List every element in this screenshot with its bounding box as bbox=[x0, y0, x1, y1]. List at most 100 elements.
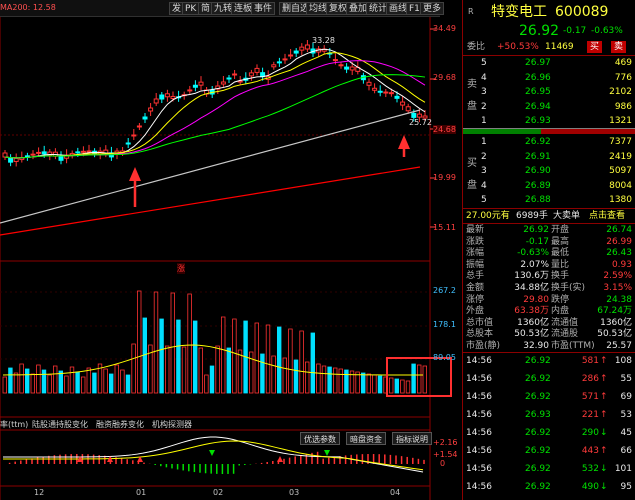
optimal-params-button[interactable]: 优选参数 bbox=[300, 432, 340, 445]
volume-bar bbox=[92, 372, 97, 394]
stat-value: 29.80 bbox=[523, 294, 549, 305]
volume-bar bbox=[41, 369, 47, 394]
price-axis-label: 15.11 bbox=[433, 223, 456, 232]
volume-bar bbox=[170, 292, 175, 394]
big-order-view-link[interactable]: 点击查看 bbox=[589, 211, 626, 221]
candle bbox=[159, 94, 165, 100]
candle bbox=[131, 134, 137, 137]
buy-signal-icon bbox=[137, 456, 143, 462]
ask-row[interactable]: 3 26.95 2102 bbox=[463, 85, 635, 99]
macd-axis-label: +2.16 bbox=[433, 438, 458, 447]
tick-time: 14:56 bbox=[466, 464, 492, 474]
chart-grid bbox=[0, 17, 436, 500]
toolbar-button-more[interactable]: 更多 bbox=[420, 2, 445, 15]
candle bbox=[416, 113, 422, 118]
bid-row[interactable]: 1 26.92 7377 bbox=[463, 135, 635, 149]
tick-row: 14:56 26.92 490 ↓ 95 bbox=[463, 480, 635, 494]
stat-value: 3.15% bbox=[603, 283, 632, 293]
ask-row[interactable]: 2 26.94 986 bbox=[463, 100, 635, 114]
quote-stat-row: 涨跌 -0.17 最高 26.99 bbox=[463, 236, 635, 248]
bid-level: 5 bbox=[481, 195, 487, 205]
tick-volume: 532 bbox=[581, 464, 599, 474]
bid-volume: 5097 bbox=[609, 166, 632, 176]
candle bbox=[349, 66, 355, 71]
volume-bar bbox=[405, 380, 411, 394]
stat-label: 市盈(静) bbox=[466, 341, 501, 351]
tick-extra: 95 bbox=[620, 482, 632, 492]
bid-row[interactable]: 5 26.88 1380 bbox=[463, 193, 635, 207]
tick-time: 14:56 bbox=[466, 482, 492, 492]
bid-row[interactable]: 2 26.91 2419 bbox=[463, 150, 635, 164]
price-row: 26.92 -0.17 -0.63% bbox=[463, 22, 635, 40]
volume-bar bbox=[265, 324, 271, 394]
volume-bar bbox=[148, 344, 153, 394]
buy-pressure-bar bbox=[541, 129, 635, 134]
bid-row[interactable]: 3 26.90 5097 bbox=[463, 164, 635, 178]
volume-bar bbox=[394, 378, 399, 394]
bid-price: 26.92 bbox=[525, 137, 551, 147]
volume-bar bbox=[400, 379, 405, 394]
tick-extra: 101 bbox=[614, 464, 632, 474]
volume-bar bbox=[69, 366, 75, 394]
indicator-help-button[interactable]: 指标说明 bbox=[392, 432, 432, 445]
toolbar-button-event[interactable]: 事件 bbox=[251, 2, 276, 15]
stat-value: -0.63% bbox=[517, 248, 549, 259]
candle bbox=[47, 151, 53, 156]
tab-pe-ttm[interactable]: 率(ttm) bbox=[0, 420, 29, 429]
ask-price: 26.95 bbox=[525, 87, 551, 97]
tick-price: 26.92 bbox=[525, 446, 551, 456]
divider bbox=[463, 55, 635, 56]
big-order-row[interactable]: 27.00元有 6989手 大卖单 点击查看 bbox=[463, 209, 635, 223]
ask-row[interactable]: 4 26.96 776 bbox=[463, 71, 635, 85]
tick-extra: 53 bbox=[620, 410, 632, 420]
volume-bar bbox=[316, 363, 321, 394]
bid-row[interactable]: 4 26.89 8004 bbox=[463, 179, 635, 193]
toolbar-button-lianban[interactable]: 连板 bbox=[231, 2, 256, 15]
tick-direction-icon: ↑ bbox=[600, 446, 608, 456]
sell-button[interactable]: 卖 bbox=[611, 41, 627, 53]
candle bbox=[304, 44, 310, 50]
high-price-annotation: 33.28 bbox=[312, 36, 335, 45]
stat-label: 流通股 bbox=[551, 329, 579, 340]
buy-button[interactable]: 买 bbox=[587, 41, 603, 53]
stat-value: 50.53亿 bbox=[514, 329, 549, 340]
last-price: 26.92 bbox=[519, 23, 560, 39]
quote-stat-row: 外盘 63.38万 内盘 67.24万 bbox=[463, 305, 635, 317]
stat-label: 开盘 bbox=[551, 225, 570, 235]
candle bbox=[422, 115, 428, 119]
volume-bar bbox=[64, 375, 69, 394]
ask-price: 26.96 bbox=[525, 72, 551, 83]
buy-side-label: 盘 bbox=[467, 180, 477, 191]
tick-volume: 290 bbox=[581, 428, 599, 438]
volume-bar bbox=[366, 373, 371, 394]
time-axis-label: 04 bbox=[390, 488, 401, 497]
tick-row: 14:56 26.92 581 ↑ 108 bbox=[463, 354, 635, 368]
highlight-box bbox=[386, 357, 452, 397]
macd-indicator bbox=[2, 436, 425, 474]
volume-bar bbox=[254, 322, 259, 394]
candle bbox=[388, 92, 394, 95]
candle bbox=[366, 81, 372, 86]
dark-pool-funds-button[interactable]: 暗盘资金 bbox=[346, 432, 386, 445]
toolbar-button-pk[interactable]: PK bbox=[182, 2, 200, 15]
volume-bar bbox=[332, 367, 338, 394]
bid-price: 26.88 bbox=[525, 195, 551, 205]
tab-margin-trading[interactable]: 融资融券变化 bbox=[96, 420, 144, 429]
toolbar-button-restore-rights[interactable]: 复权 bbox=[326, 2, 351, 15]
quote-stat-row: 市盈(静) 32.90 市盈(TTM) 25.57 bbox=[463, 340, 635, 352]
volume-bar bbox=[271, 355, 276, 394]
sell-side-label: 卖 bbox=[467, 79, 477, 90]
ask-row[interactable]: 1 26.93 1321 bbox=[463, 114, 635, 128]
candle bbox=[248, 72, 254, 77]
tab-northbound-holding[interactable]: 陆股通持股变化 bbox=[32, 420, 88, 429]
big-order-price: 27.00元有 bbox=[466, 211, 510, 221]
macd-axis-label: +1.54 bbox=[433, 450, 458, 459]
ma-line bbox=[4, 48, 426, 159]
ask-price: 26.93 bbox=[525, 116, 551, 126]
bid-volume: 1380 bbox=[609, 195, 632, 205]
volume-bar bbox=[24, 368, 30, 394]
time-axis-label: 03 bbox=[289, 488, 300, 497]
kline-chart[interactable] bbox=[0, 17, 462, 500]
tab-institution-detector[interactable]: 机构探测器 bbox=[152, 420, 192, 429]
ask-row[interactable]: 5 26.97 469 bbox=[463, 56, 635, 70]
